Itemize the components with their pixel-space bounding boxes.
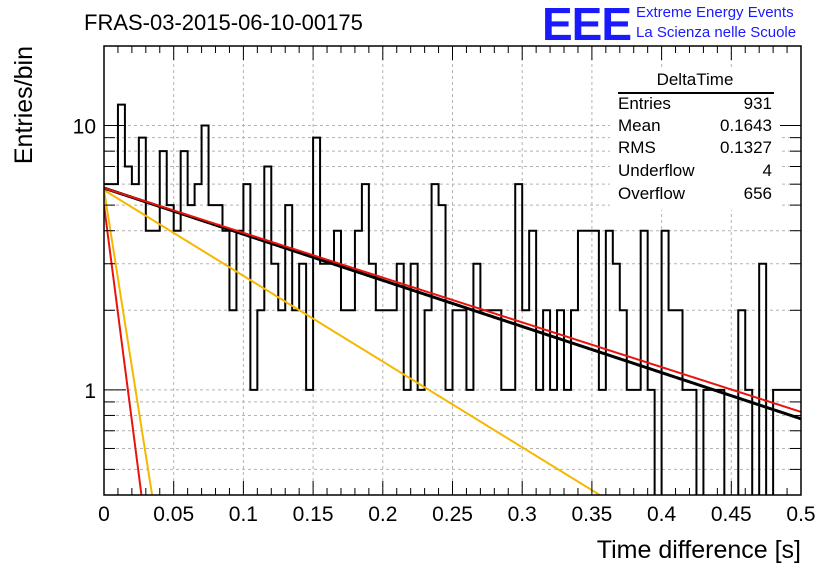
stats-value: 0.1327 xyxy=(720,138,772,157)
stats-key: Mean xyxy=(618,116,661,135)
stats-value: 931 xyxy=(743,94,772,113)
stats-key: Overflow xyxy=(618,184,686,203)
fit-curve-fit_red xyxy=(104,187,801,413)
x-tick-label: 0.25 xyxy=(432,503,473,526)
stats-row-underflow: Underflow 4 xyxy=(618,161,772,183)
stats-value: 4 xyxy=(762,161,772,180)
x-tick-label: 0.05 xyxy=(153,503,194,526)
stats-box: DeltaTime Entries 931 Mean 0.1643 RMS 0.… xyxy=(610,70,780,210)
x-tick-label: 0.35 xyxy=(571,503,612,526)
stats-row-entries: Entries 931 xyxy=(618,94,772,116)
fit-curve-fit_red_fast xyxy=(104,204,143,495)
x-tick-label: 0.3 xyxy=(508,503,537,526)
y-tick-label: 10 xyxy=(73,116,96,139)
stats-key: RMS xyxy=(618,138,656,157)
logo-line-1: Extreme Energy Events xyxy=(636,4,794,21)
stats-key: Entries xyxy=(618,94,671,113)
y-tick-label: 1 xyxy=(84,380,96,403)
stats-row-mean: Mean 0.1643 xyxy=(618,116,772,138)
stats-value: 656 xyxy=(743,184,772,203)
x-tick-label: 0 xyxy=(98,503,110,526)
x-tick-label: 0.4 xyxy=(647,503,677,526)
fit-curve-fit_total xyxy=(104,186,801,421)
x-tick-label: 0.5 xyxy=(786,503,815,526)
stats-title-underline xyxy=(618,92,774,94)
logo-mark: EEE xyxy=(542,0,632,50)
x-tick-label: 0.1 xyxy=(229,503,258,526)
x-axis-label: Time difference [s] xyxy=(597,536,801,564)
histogram-outline xyxy=(104,103,801,495)
stats-key: Underflow xyxy=(618,161,695,180)
x-tick-label: 0.45 xyxy=(711,503,752,526)
eee-logo: EEE Extreme Energy Events La Scienza nel… xyxy=(540,0,830,50)
y-axis-label: Entries/bin xyxy=(10,46,38,164)
x-tick-label: 0.2 xyxy=(368,503,397,526)
stats-title: DeltaTime xyxy=(656,70,734,89)
stats-row-overflow: Overflow 656 xyxy=(618,184,772,206)
stats-row-rms: RMS 0.1327 xyxy=(618,138,772,160)
fit-curve-fit_orange_fast xyxy=(104,189,154,495)
stats-value: 0.1643 xyxy=(720,116,772,135)
fit-curve-fit_orange_long xyxy=(104,189,602,495)
logo-line-2: La Scienza nelle Scuole xyxy=(636,24,797,41)
chart-title: FRAS-03-2015-06-10-00175 xyxy=(84,10,363,35)
x-tick-label: 0.15 xyxy=(293,503,334,526)
